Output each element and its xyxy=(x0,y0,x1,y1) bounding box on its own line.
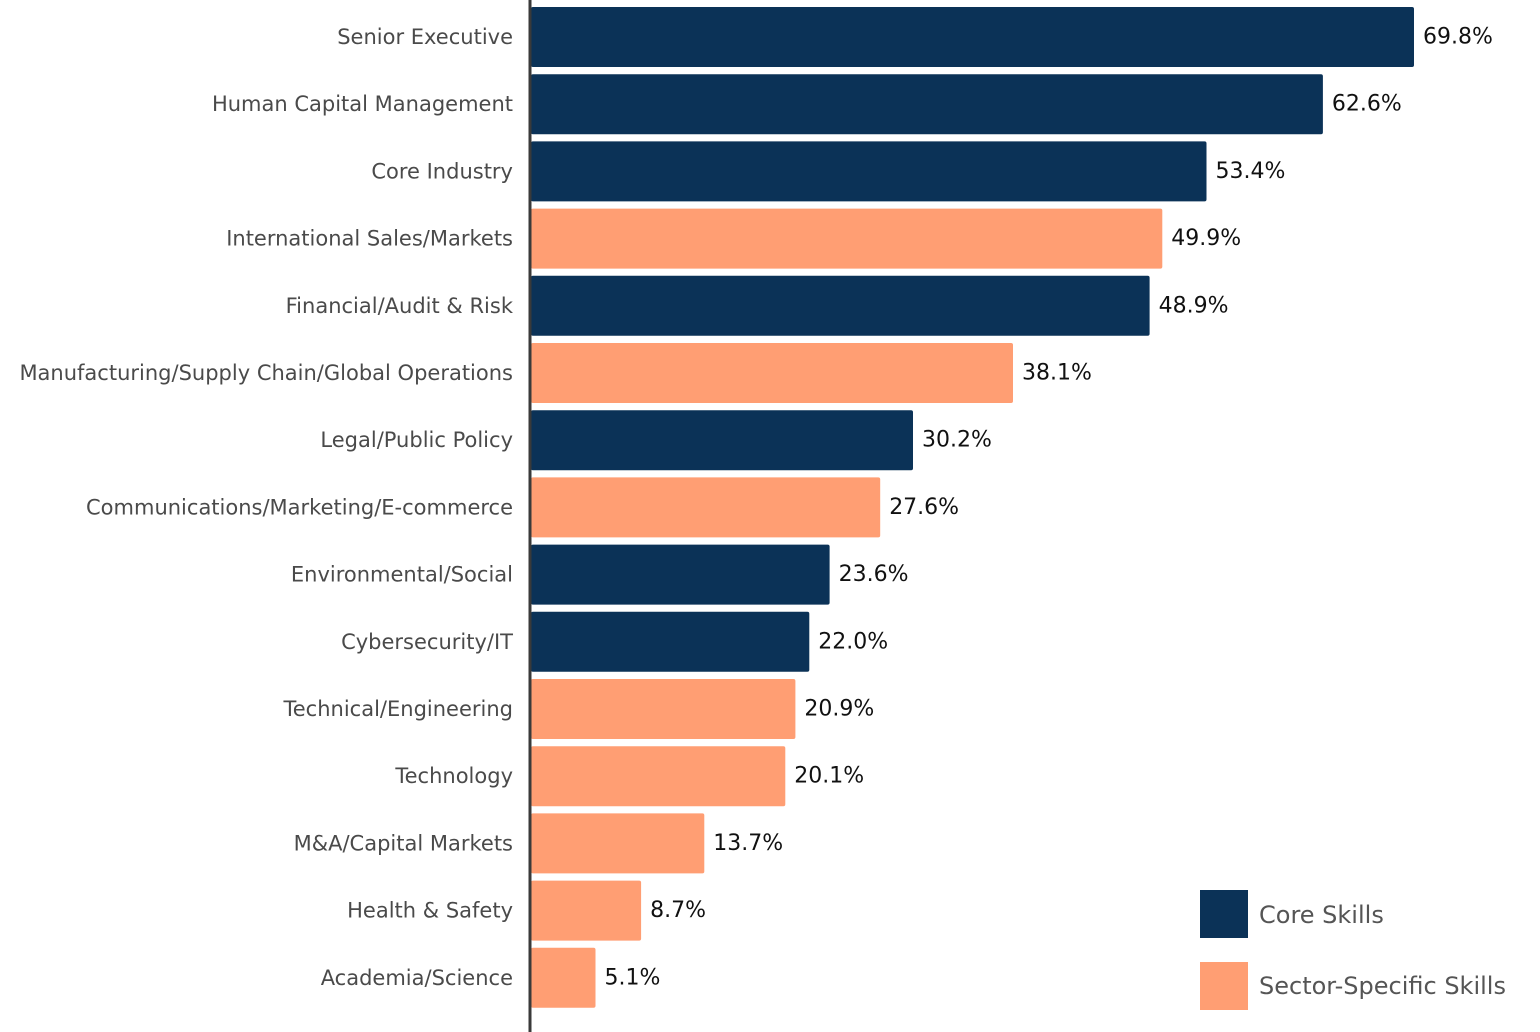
category-label-legal-public-policy: Legal/Public Policy xyxy=(320,428,513,452)
bar-academia-science xyxy=(531,947,596,1008)
value-label-human-capital-management: 62.6% xyxy=(1332,92,1402,117)
value-label-legal-public-policy: 30.2% xyxy=(922,428,992,453)
category-label-manda-capital-markets: M&A/Capital Markets xyxy=(294,831,513,855)
category-label-cybersecurity-it: Cybersecurity/IT xyxy=(341,630,513,654)
bar-cybersecurity-it xyxy=(531,611,810,672)
bar-manda-capital-markets xyxy=(531,813,705,874)
bar-technology xyxy=(531,746,786,807)
category-label-international-sales-markets: International Sales/Markets xyxy=(226,227,513,251)
bar-environmental-social xyxy=(531,544,830,605)
bar-technical-engineering xyxy=(531,679,796,739)
category-label-human-capital-management: Human Capital Management xyxy=(212,92,513,116)
value-label-cybersecurity-it: 22.0% xyxy=(818,629,888,654)
category-label-technical-engineering: Technical/Engineering xyxy=(282,697,513,721)
bar-health-and-safety xyxy=(531,880,642,941)
bar-manufacturing-supply-chain-global-operations xyxy=(531,343,1013,403)
category-label-academia-science: Academia/Science xyxy=(321,966,513,990)
value-label-senior-executive: 69.8% xyxy=(1423,25,1493,50)
bar-financial-audit-and-risk xyxy=(531,275,1150,336)
legend-label-core-skills: Core Skills xyxy=(1259,901,1384,929)
category-label-communications-marketing-e-commerce: Communications/Marketing/E-commerce xyxy=(86,495,513,519)
bar-international-sales-markets xyxy=(531,208,1163,269)
category-label-core-industry: Core Industry xyxy=(371,159,513,183)
category-label-financial-audit-and-risk: Financial/Audit & Risk xyxy=(286,294,514,318)
value-label-communications-marketing-e-commerce: 27.6% xyxy=(889,495,959,520)
category-label-technology: Technology xyxy=(394,764,513,788)
value-label-environmental-social: 23.6% xyxy=(839,562,909,587)
value-label-core-industry: 53.4% xyxy=(1216,159,1286,184)
value-label-manufacturing-supply-chain-global-operations: 38.1% xyxy=(1022,361,1092,386)
bar-legal-public-policy xyxy=(531,410,913,471)
legend-swatch-sector-specific-skills xyxy=(1200,962,1248,1010)
category-label-environmental-social: Environmental/Social xyxy=(291,563,513,587)
value-label-health-and-safety: 8.7% xyxy=(650,898,706,923)
category-label-manufacturing-supply-chain-global-operations: Manufacturing/Supply Chain/Global Operat… xyxy=(19,361,513,385)
legend-label-sector-specific-skills: Sector-Specific Skills xyxy=(1259,972,1506,1000)
legend: Core Skills Sector-Specific Skills xyxy=(1200,890,1506,1010)
legend-swatch-core-skills xyxy=(1200,890,1248,938)
category-label-senior-executive: Senior Executive xyxy=(337,25,513,49)
bar-human-capital-management xyxy=(531,74,1323,135)
bar-senior-executive xyxy=(531,7,1414,67)
value-label-technical-engineering: 20.9% xyxy=(804,697,874,722)
value-label-academia-science: 5.1% xyxy=(605,965,661,990)
value-labels: 69.8% 62.6% 53.4% 49.9% 48.9% 38.1% 30.2% 27.6%… xyxy=(605,25,1493,991)
value-label-manda-capital-markets: 13.7% xyxy=(713,831,783,856)
category-label-health-and-safety: Health & Safety xyxy=(347,899,513,923)
value-label-financial-audit-and-risk: 48.9% xyxy=(1159,293,1229,318)
value-label-technology: 20.1% xyxy=(794,764,864,789)
value-label-international-sales-markets: 49.9% xyxy=(1171,226,1241,251)
category-labels: Senior Executive Human Capital Management… xyxy=(19,25,513,990)
bars-group xyxy=(531,7,1414,1008)
bar-communications-marketing-e-commerce xyxy=(531,477,881,538)
bar-core-industry xyxy=(531,141,1207,202)
